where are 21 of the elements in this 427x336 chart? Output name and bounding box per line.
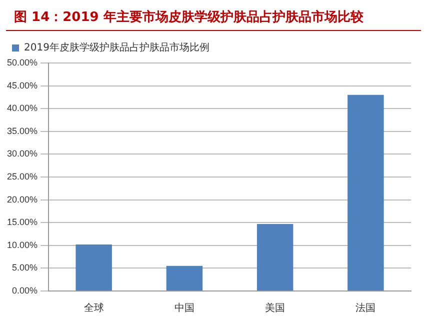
y-tick-label: 15.00%	[6, 217, 38, 228]
x-tick-label: 美国	[265, 302, 286, 314]
x-tick-label: 法国	[356, 302, 376, 314]
y-tick-label: 35.00%	[6, 126, 38, 136]
legend-label: 2019年皮肤学级护肤品占护肤品市场比例	[24, 42, 210, 54]
bar	[166, 266, 203, 290]
y-tick-label: 20.00%	[6, 194, 38, 204]
y-tick-label: 40.00%	[6, 103, 38, 114]
y-tick-label: 25.00%	[6, 171, 38, 182]
bar	[348, 94, 384, 290]
x-tick-label: 中国	[174, 302, 194, 314]
y-tick-label: 50.00%	[6, 57, 38, 68]
chart-title: 图 14：2019 年主要市场皮肤学级护肤品占护肤品市场比较	[6, 0, 421, 31]
bar	[256, 224, 294, 290]
bar	[76, 244, 112, 290]
y-tick-label: 10.00%	[6, 240, 38, 250]
y-tick-label: 0.00%	[12, 285, 38, 296]
y-tick-label: 30.00%	[6, 148, 38, 159]
x-tick-label: 全球	[84, 302, 104, 314]
y-tick-label: 5.00%	[12, 262, 38, 273]
y-tick-label: 45.00%	[6, 80, 38, 90]
